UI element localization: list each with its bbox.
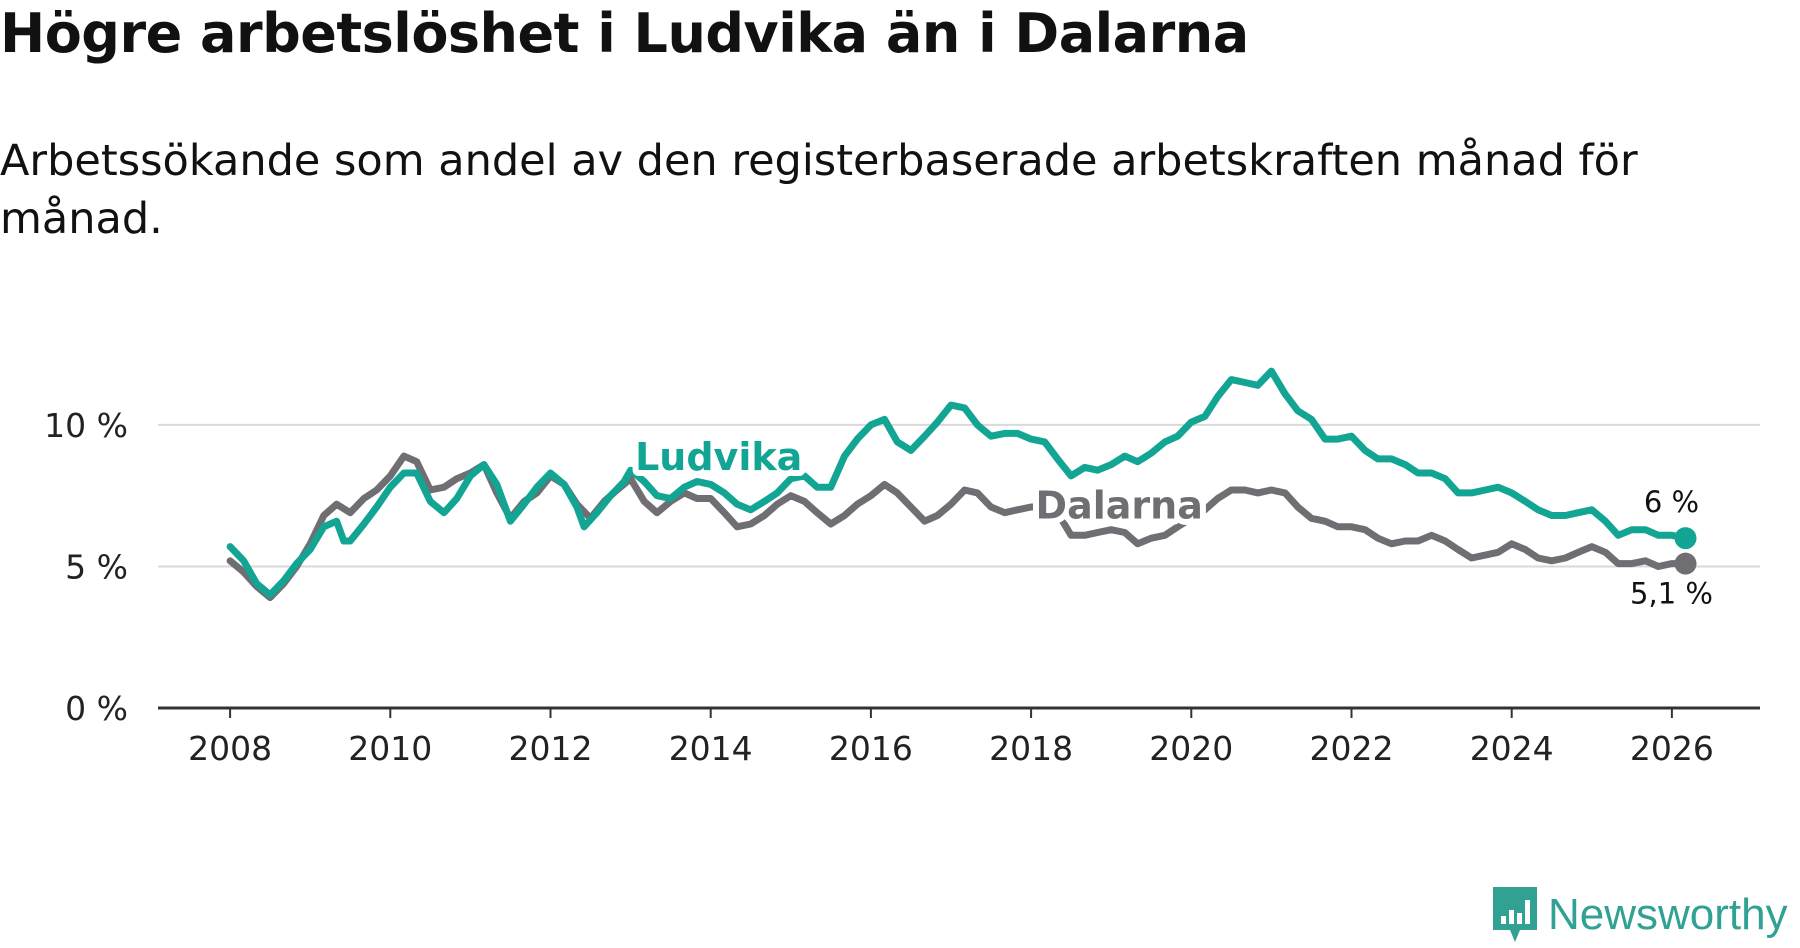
end-marker-dalarna: [1674, 552, 1697, 575]
x-tick-label-2008: 2008: [188, 729, 272, 768]
series-lines: [226, 367, 1689, 602]
x-tick-label-2026: 2026: [1630, 729, 1714, 768]
x-axis-labels: 2008 2010 2012 2014 2016 2018 2020 2022 2024 2026: [188, 729, 1714, 768]
series-label-ludvika: Ludvika: [635, 435, 802, 479]
x-axis: [158, 706, 1760, 718]
newsworthy-chart-icon: [1493, 887, 1537, 942]
x-tick-label-2020: 2020: [1149, 729, 1233, 768]
y-tick-label-5: 5 %: [65, 547, 128, 586]
end-label-ludvika: 6 %: [1644, 485, 1699, 519]
end-markers: 6 % 5,1 %: [1630, 485, 1713, 610]
x-tick-label-2010: 2010: [348, 729, 432, 768]
x-tick-label-2022: 2022: [1309, 729, 1393, 768]
x-tick-label-2016: 2016: [829, 729, 913, 768]
logo-text: Newsworthy: [1548, 890, 1788, 939]
chart-subtitle: Arbetssökande som andel av den registerb…: [0, 136, 1638, 244]
series-labels: Ludvika Dalarna: [629, 429, 1209, 533]
y-axis-labels: 0 % 5 % 10 %: [44, 406, 128, 728]
gridlines: [158, 423, 1760, 568]
series-label-dalarna: Dalarna: [1036, 483, 1203, 527]
x-tick-label-2018: 2018: [989, 729, 1073, 768]
x-tick-label-2012: 2012: [508, 729, 592, 768]
series-line-ludvika: [226, 367, 1689, 599]
y-tick-label-10: 10 %: [44, 406, 128, 445]
x-tick-label-2024: 2024: [1470, 729, 1554, 768]
x-tick-label-2014: 2014: [669, 729, 753, 768]
chart-title: Högre arbetslöshet i Ludvika än i Dalarn…: [0, 2, 1249, 65]
y-tick-label-0: 0 %: [65, 689, 128, 728]
series-line-dalarna: [226, 452, 1689, 602]
end-marker-ludvika: [1674, 527, 1697, 550]
end-label-dalarna: 5,1 %: [1630, 577, 1713, 611]
newsworthy-logo: Newsworthy: [1490, 884, 1788, 946]
